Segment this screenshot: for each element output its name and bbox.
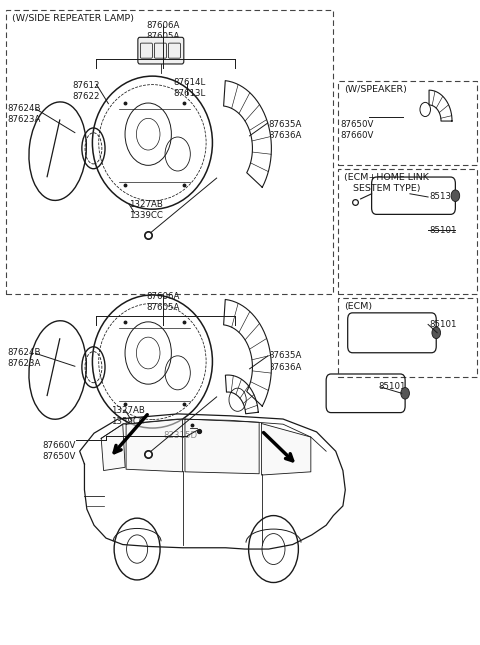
Polygon shape <box>101 424 125 471</box>
Text: 87612
87622: 87612 87622 <box>72 81 100 101</box>
Text: 87606A
87605A: 87606A 87605A <box>147 292 180 312</box>
Text: 87635A
87636A: 87635A 87636A <box>269 352 302 372</box>
Polygon shape <box>224 81 271 187</box>
Text: 87624B
87623A: 87624B 87623A <box>8 348 41 368</box>
Text: 87606A
87605A: 87606A 87605A <box>147 21 180 41</box>
Text: 85101: 85101 <box>379 382 406 392</box>
Text: 87660V
87650V: 87660V 87650V <box>43 441 76 461</box>
Circle shape <box>451 190 460 201</box>
Text: 85101: 85101 <box>429 226 456 235</box>
Polygon shape <box>226 375 258 413</box>
Text: 87614L
87613L: 87614L 87613L <box>173 78 205 98</box>
Text: 87624B
87623A: 87624B 87623A <box>8 104 41 124</box>
Text: 87635A
87636A: 87635A 87636A <box>269 120 302 140</box>
Text: (ECM): (ECM) <box>344 302 372 311</box>
Polygon shape <box>185 419 259 473</box>
Text: 1327AB
1339CC: 1327AB 1339CC <box>129 200 163 221</box>
Text: (W/SIDE REPEATER LAMP): (W/SIDE REPEATER LAMP) <box>12 14 134 23</box>
Text: (W/SPEAKER): (W/SPEAKER) <box>344 85 407 94</box>
Text: 1327AB
1339CC: 1327AB 1339CC <box>111 406 144 426</box>
Polygon shape <box>429 90 452 121</box>
FancyBboxPatch shape <box>138 37 184 64</box>
Polygon shape <box>126 419 182 472</box>
Text: (ECM+HOME LINK
   SESTEM TYPE): (ECM+HOME LINK SESTEM TYPE) <box>344 173 429 193</box>
Polygon shape <box>262 424 311 475</box>
Text: 85101: 85101 <box>429 320 456 329</box>
Text: 82315D: 82315D <box>163 432 198 441</box>
Text: 87650V
87660V: 87650V 87660V <box>340 120 374 140</box>
Circle shape <box>401 388 409 399</box>
Text: 85131: 85131 <box>429 192 456 201</box>
Circle shape <box>432 327 441 339</box>
Polygon shape <box>224 299 271 406</box>
